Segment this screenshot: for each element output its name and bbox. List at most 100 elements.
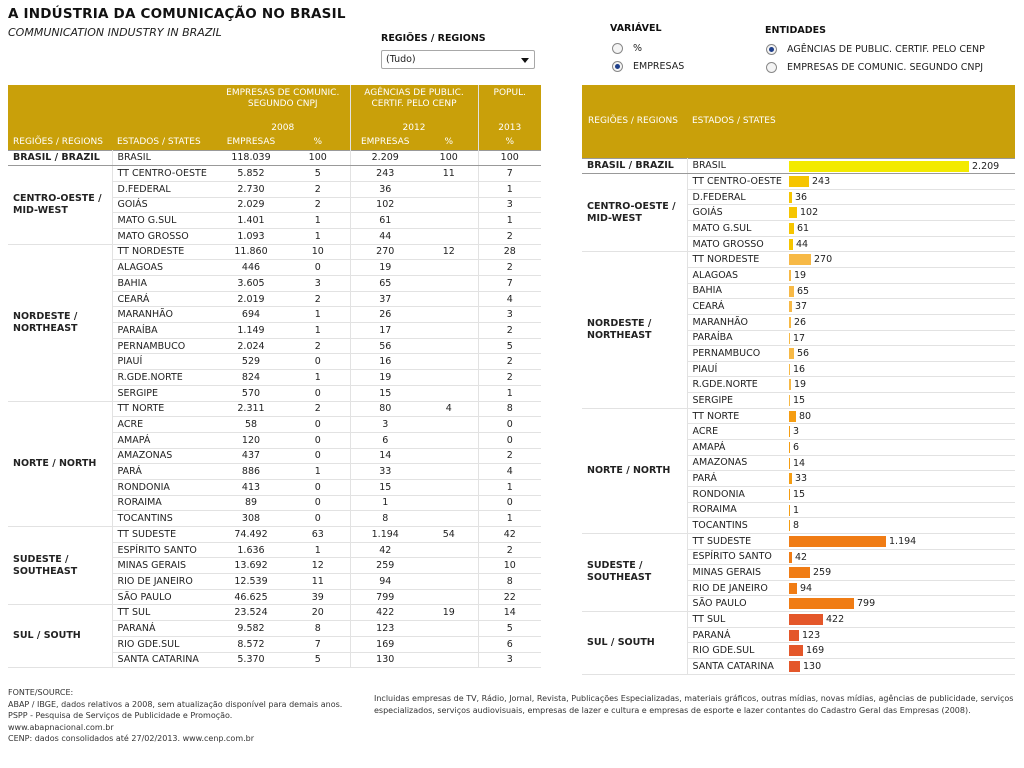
bar-mark[interactable] — [789, 285, 794, 297]
bar-mark[interactable] — [789, 582, 797, 594]
bar-mark[interactable] — [789, 488, 790, 500]
state-cell: MATO G.SUL — [687, 220, 787, 237]
bar-value-label: 102 — [800, 207, 819, 219]
source-notes: FONTE/SOURCE: ABAP / IBGE, dados relativ… — [8, 687, 342, 745]
bar-mark[interactable] — [789, 473, 792, 485]
table-row: MATO G.SUL 1.401 1 61 1 — [8, 212, 541, 229]
pct-2008-cell: 20 — [286, 604, 350, 622]
bar-mark[interactable] — [789, 223, 794, 235]
bar-mark[interactable] — [789, 442, 790, 454]
empresas-2008-cell: 118.039 — [216, 149, 286, 167]
popul-2013-cell: 1 — [477, 181, 541, 198]
state-cell: ACRE — [112, 416, 216, 433]
agencias-pct-cell — [420, 306, 478, 324]
chevron-down-icon[interactable] — [521, 58, 529, 63]
entities-option-agencias[interactable]: AGÊNCIAS DE PUBLIC. CERTIF. PELO CENP — [766, 42, 985, 56]
state-cell: SÃO PAULO — [112, 589, 216, 606]
radio-icon[interactable] — [612, 42, 623, 54]
agencias-2012-cell: 19 — [349, 259, 420, 276]
bar-mark[interactable] — [789, 332, 790, 344]
region-cell: SUDESTE / SOUTHEAST — [8, 525, 113, 606]
state-cell: TT SUDESTE — [112, 526, 216, 543]
bar-mark[interactable] — [789, 176, 809, 188]
popul-2013-cell: 22 — [477, 589, 541, 606]
header-pct: % — [313, 137, 323, 148]
bar-mark[interactable] — [789, 567, 810, 579]
bar-mark[interactable] — [789, 348, 794, 360]
pct-2008-cell: 2 — [286, 197, 350, 214]
bar-mark[interactable] — [789, 645, 803, 657]
popul-2013-cell: 28 — [477, 243, 541, 261]
table-row: RIO DE JANEIRO 12.539 11 94 8 — [8, 573, 541, 590]
bar-mark[interactable] — [789, 316, 791, 328]
state-cell: AMAPÁ — [112, 432, 216, 449]
bar-mark[interactable] — [789, 535, 886, 547]
pct-2008-cell: 1 — [286, 542, 350, 559]
bar-mark[interactable] — [789, 504, 790, 516]
empresas-2008-cell: 120 — [216, 432, 286, 449]
agencias-pct-cell — [420, 652, 478, 669]
bar-cell: 169 — [787, 642, 1015, 659]
empresas-2008-cell: 2.019 — [216, 291, 286, 308]
variable-option-empresas[interactable]: EMPRESAS — [612, 59, 684, 73]
bar-cell: 8 — [787, 517, 1015, 534]
popul-2013-cell: 14 — [477, 604, 541, 622]
bar-mark[interactable] — [789, 207, 797, 219]
state-cell: PARÁ — [687, 470, 787, 487]
agencias-pct-cell — [420, 557, 478, 575]
bar-mark[interactable] — [789, 520, 790, 532]
pct-2008-cell: 0 — [286, 510, 350, 527]
variable-radio-group: % EMPRESAS — [612, 41, 684, 73]
empresas-2008-cell: 8.572 — [216, 636, 286, 653]
bar-mark[interactable] — [789, 629, 799, 641]
popul-2013-cell: 8 — [477, 573, 541, 590]
state-cell: BAHIA — [112, 275, 216, 292]
bar-cell: 243 — [787, 173, 1015, 190]
chart-row: MINAS GERAIS 259 — [582, 564, 1015, 581]
bar-mark[interactable] — [789, 160, 969, 172]
bar-mark[interactable] — [789, 363, 790, 375]
bar-mark[interactable] — [789, 301, 792, 313]
popul-2013-cell: 4 — [477, 463, 541, 480]
bar-mark[interactable] — [789, 379, 791, 391]
bar-mark[interactable] — [789, 254, 811, 266]
bar-mark[interactable] — [789, 426, 790, 438]
bar-mark[interactable] — [789, 598, 854, 610]
regions-select[interactable]: (Tudo) — [381, 50, 535, 69]
agencias-2012-cell: 61 — [349, 212, 420, 229]
bar-mark[interactable] — [789, 191, 792, 203]
bar-cell: 15 — [787, 392, 1015, 409]
bar-mark[interactable] — [789, 395, 790, 407]
bar-mark[interactable] — [789, 410, 796, 422]
variable-option-pct[interactable]: % — [612, 41, 684, 55]
state-cell: R.GDE.NORTE — [112, 369, 216, 386]
radio-selected-icon[interactable] — [612, 60, 623, 72]
bar-mark[interactable] — [789, 551, 792, 563]
header-spacer — [8, 120, 112, 135]
entities-option-empresas[interactable]: EMPRESAS DE COMUNIC. SEGUNDO CNPJ — [766, 60, 985, 74]
state-cell: GOIÁS — [112, 197, 216, 214]
radio-selected-icon[interactable] — [766, 43, 777, 55]
state-cell: ACRE — [687, 423, 787, 441]
entities-option-label: AGÊNCIAS DE PUBLIC. CERTIF. PELO CENP — [787, 43, 985, 55]
bar-mark[interactable] — [789, 238, 793, 250]
bar-mark[interactable] — [789, 614, 823, 626]
bar-value-label: 44 — [796, 238, 809, 250]
state-cell: PIAUÍ — [112, 353, 216, 371]
state-cell: SERGIPE — [687, 392, 787, 409]
bar-value-label: 16 — [793, 363, 806, 375]
bar-mark[interactable] — [789, 661, 800, 672]
chart-row: NORTE / NORTH TT NORTE 80 — [582, 407, 1015, 534]
pct-2008-cell: 0 — [286, 353, 350, 371]
agencias-2012-cell: 123 — [349, 620, 420, 637]
radio-icon[interactable] — [766, 61, 777, 73]
header-agencias-group: AGÊNCIAS DE PUBLIC. CERTIF. PELO CENP — [349, 85, 478, 120]
pct-2008-cell: 3 — [286, 275, 350, 292]
bar-cell: 26 — [787, 314, 1015, 331]
chart-row: D.FEDERAL 36 — [582, 189, 1015, 206]
bar-mark[interactable] — [789, 269, 791, 281]
region-cell: BRASIL / BRAZIL — [582, 157, 688, 175]
chart-row: RIO GDE.SUL 169 — [582, 642, 1015, 659]
popul-2013-cell: 2 — [477, 448, 541, 465]
bar-mark[interactable] — [789, 457, 790, 469]
